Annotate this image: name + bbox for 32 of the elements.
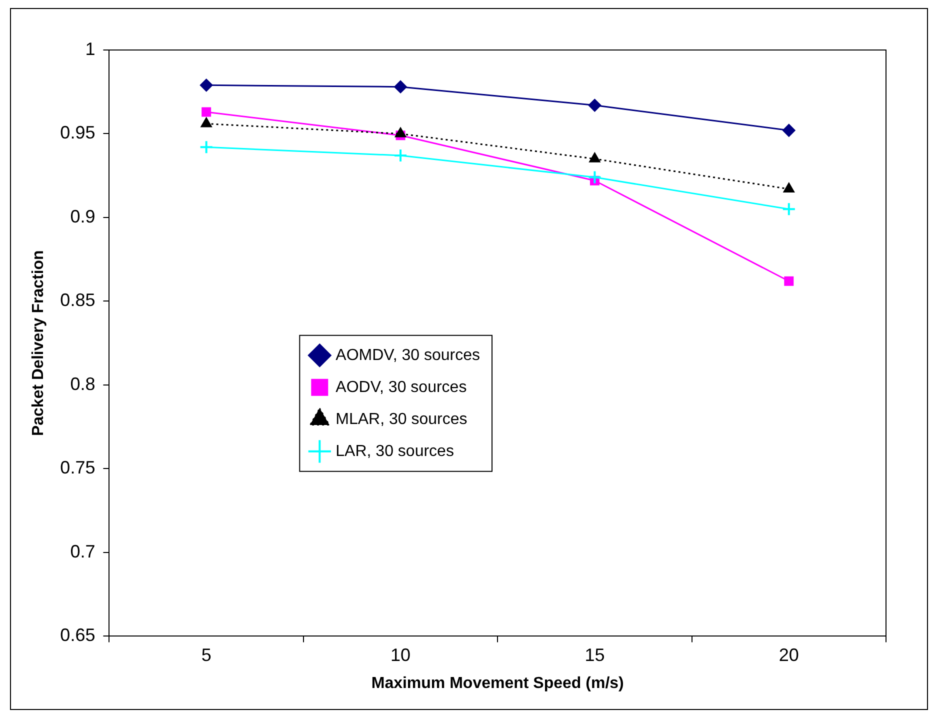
point	[199, 140, 214, 154]
legend-label: MLAR, 30 sources	[336, 410, 468, 428]
point	[394, 80, 408, 94]
legend-label: LAR, 30 sources	[336, 442, 454, 460]
point	[782, 124, 796, 137]
point	[588, 98, 602, 112]
point	[394, 127, 406, 138]
point	[200, 78, 213, 92]
x-tick-label: 10	[390, 644, 411, 665]
legend-label: AODV, 30 sources	[336, 378, 467, 396]
x-tick-label: 15	[584, 644, 605, 665]
point	[784, 276, 794, 286]
point	[589, 152, 600, 162]
y-tick-label: 0.8	[70, 374, 96, 394]
point	[202, 107, 212, 117]
y-axis-title: Packet Delivery Fraction	[30, 250, 48, 436]
y-tick-label: 0.95	[60, 122, 96, 143]
x-axis-title: Maximum Movement Speed (m/s)	[371, 674, 624, 692]
point	[394, 148, 408, 163]
point	[782, 202, 796, 216]
y-tick-label: 0.7	[70, 541, 96, 562]
point	[200, 117, 212, 128]
point	[783, 182, 795, 193]
y-tick-label: 0.75	[60, 458, 96, 478]
x-tick-label: 20	[778, 644, 799, 665]
y-tick-label: 0.65	[60, 625, 96, 646]
y-tick-label: 0.9	[70, 206, 96, 226]
y-tick-label: 0.85	[60, 290, 96, 310]
legend-label: AOMDV, 30 sources	[336, 346, 480, 364]
x-tick-label: 5	[201, 644, 212, 665]
y-tick-label: 1	[85, 38, 96, 59]
point	[588, 170, 602, 184]
